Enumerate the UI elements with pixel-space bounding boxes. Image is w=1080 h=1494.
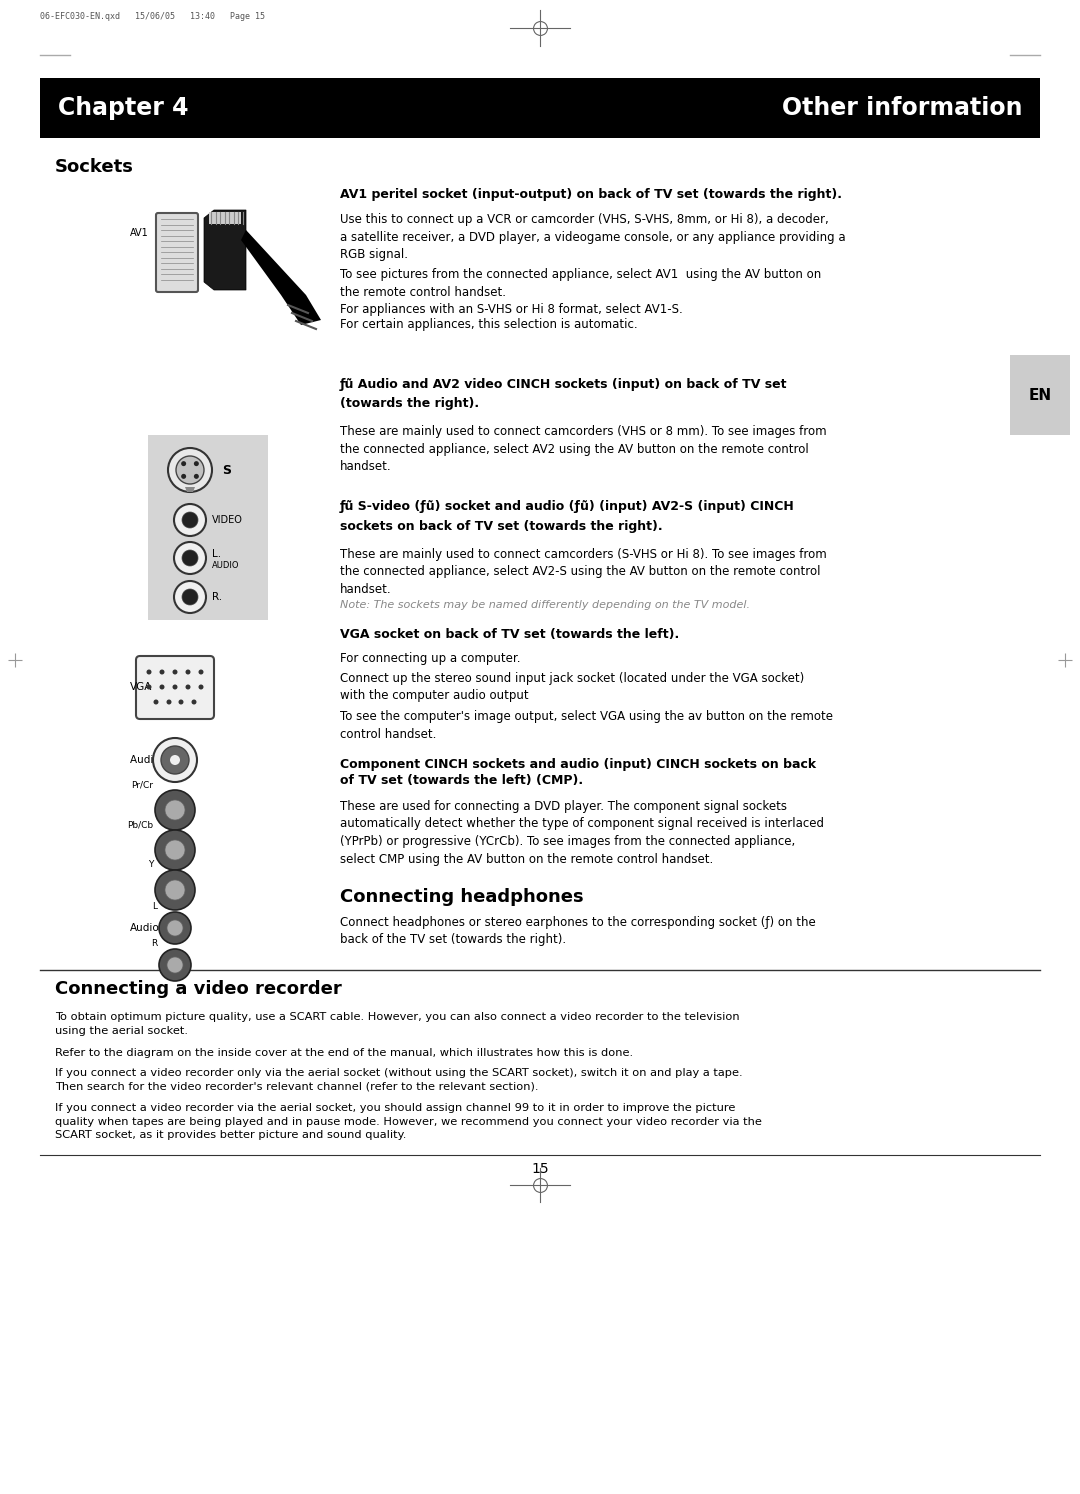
Circle shape — [153, 699, 159, 705]
Text: To see the computer's image output, select VGA using the av button on the remote: To see the computer's image output, sele… — [340, 710, 833, 741]
Circle shape — [170, 754, 180, 765]
Text: R: R — [151, 940, 157, 949]
Circle shape — [183, 550, 198, 566]
Circle shape — [173, 684, 177, 690]
Text: VGA: VGA — [130, 681, 152, 692]
Text: (towards the right).: (towards the right). — [340, 397, 480, 409]
Text: Other information: Other information — [782, 96, 1022, 120]
Circle shape — [194, 474, 199, 480]
Circle shape — [165, 799, 185, 820]
Text: Pr/Cr: Pr/Cr — [131, 780, 153, 789]
Circle shape — [160, 669, 164, 674]
Circle shape — [156, 790, 195, 831]
Circle shape — [181, 474, 186, 480]
Circle shape — [173, 669, 177, 674]
Text: These are used for connecting a DVD player. The component signal sockets
automat: These are used for connecting a DVD play… — [340, 799, 824, 865]
Text: Connecting a video recorder: Connecting a video recorder — [55, 980, 341, 998]
Circle shape — [167, 920, 183, 937]
Text: Connect up the stereo sound input jack socket (located under the VGA socket)
wit: Connect up the stereo sound input jack s… — [340, 672, 805, 702]
Text: VIDEO: VIDEO — [212, 515, 243, 524]
Circle shape — [194, 462, 199, 466]
Text: R.: R. — [212, 592, 222, 602]
Text: Y: Y — [148, 861, 153, 870]
Text: AV1: AV1 — [130, 229, 149, 238]
Text: Refer to the diagram on the inside cover at the end of the manual, which illustr: Refer to the diagram on the inside cover… — [55, 1047, 633, 1058]
Text: Audio in: Audio in — [130, 754, 173, 765]
Text: Component CINCH sockets and audio (input) CINCH sockets on back
of TV set (towar: Component CINCH sockets and audio (input… — [340, 757, 816, 787]
Text: AUDIO: AUDIO — [212, 562, 240, 571]
Text: sockets on back of TV set (towards the right).: sockets on back of TV set (towards the r… — [340, 520, 663, 533]
Text: L: L — [152, 902, 157, 911]
Text: To obtain optimum picture quality, use a SCART cable. However, you can also conn: To obtain optimum picture quality, use a… — [55, 1011, 740, 1035]
Circle shape — [161, 746, 189, 774]
Circle shape — [199, 669, 203, 674]
Text: Pb/Cb: Pb/Cb — [126, 820, 153, 829]
Circle shape — [168, 448, 212, 492]
Circle shape — [181, 462, 186, 466]
Text: Chapter 4: Chapter 4 — [58, 96, 189, 120]
Circle shape — [174, 581, 206, 613]
Bar — [148, 435, 268, 620]
Text: VGA socket on back of TV set (towards the left).: VGA socket on back of TV set (towards th… — [340, 627, 679, 641]
Text: Use this to connect up a VCR or camcorder (VHS, S-VHS, 8mm, or Hi 8), a decoder,: Use this to connect up a VCR or camcorde… — [340, 214, 846, 261]
Text: AV1 peritel socket (input-output) on back of TV set (towards the right).: AV1 peritel socket (input-output) on bac… — [340, 188, 842, 202]
Text: Note: The sockets may be named differently depending on the TV model.: Note: The sockets may be named different… — [340, 601, 750, 610]
Text: If you connect a video recorder only via the aerial socket (without using the SC: If you connect a video recorder only via… — [55, 1068, 743, 1092]
Circle shape — [147, 669, 151, 674]
Text: L.: L. — [212, 548, 221, 559]
Text: For certain appliances, this selection is automatic.: For certain appliances, this selection i… — [340, 318, 637, 332]
Text: To see pictures from the connected appliance, select AV1  using the AV button on: To see pictures from the connected appli… — [340, 267, 821, 317]
Polygon shape — [204, 211, 246, 290]
FancyBboxPatch shape — [156, 214, 198, 291]
Circle shape — [199, 684, 203, 690]
Circle shape — [159, 911, 191, 944]
Text: ƒũ Audio and AV2 video CINCH sockets (input) on back of TV set: ƒũ Audio and AV2 video CINCH sockets (in… — [340, 378, 787, 391]
Circle shape — [183, 589, 198, 605]
Circle shape — [174, 503, 206, 536]
Polygon shape — [185, 487, 195, 492]
Polygon shape — [241, 230, 321, 326]
Text: If you connect a video recorder via the aerial socket, you should assign channel: If you connect a video recorder via the … — [55, 1103, 761, 1140]
Text: Audio: Audio — [130, 923, 160, 932]
Bar — [40, 78, 1040, 137]
Circle shape — [167, 958, 183, 973]
Text: 06-EFC030-EN.qxd   15/06/05   13:40   Page 15: 06-EFC030-EN.qxd 15/06/05 13:40 Page 15 — [40, 12, 265, 21]
Circle shape — [183, 512, 198, 527]
Circle shape — [156, 870, 195, 910]
Circle shape — [178, 699, 184, 705]
Text: S: S — [222, 463, 231, 477]
Text: For connecting up a computer.: For connecting up a computer. — [340, 651, 521, 665]
Bar — [1010, 356, 1070, 435]
Circle shape — [159, 949, 191, 982]
FancyBboxPatch shape — [136, 656, 214, 719]
Circle shape — [147, 684, 151, 690]
Circle shape — [153, 738, 197, 781]
Circle shape — [176, 456, 204, 484]
Text: Sockets: Sockets — [55, 158, 134, 176]
Circle shape — [165, 840, 185, 861]
Text: 15: 15 — [531, 1162, 549, 1176]
Text: EN: EN — [1028, 387, 1052, 402]
Text: Connect headphones or stereo earphones to the corresponding socket (ƒ) on the
ba: Connect headphones or stereo earphones t… — [340, 916, 815, 947]
Circle shape — [186, 684, 190, 690]
Text: Connecting headphones: Connecting headphones — [340, 887, 583, 905]
Circle shape — [174, 542, 206, 574]
Circle shape — [166, 699, 172, 705]
Circle shape — [186, 669, 190, 674]
Circle shape — [156, 831, 195, 870]
Text: ƒũ S-video (ƒũ) socket and audio (ƒũ) (input) AV2-S (input) CINCH: ƒũ S-video (ƒũ) socket and audio (ƒũ) (i… — [340, 500, 795, 512]
Circle shape — [160, 684, 164, 690]
Text: These are mainly used to connect camcorders (VHS or 8 mm). To see images from
th: These are mainly used to connect camcord… — [340, 424, 826, 474]
Circle shape — [191, 699, 197, 705]
Text: These are mainly used to connect camcorders (S-VHS or Hi 8). To see images from
: These are mainly used to connect camcord… — [340, 548, 827, 596]
Bar — [210, 212, 241, 224]
Circle shape — [165, 880, 185, 899]
